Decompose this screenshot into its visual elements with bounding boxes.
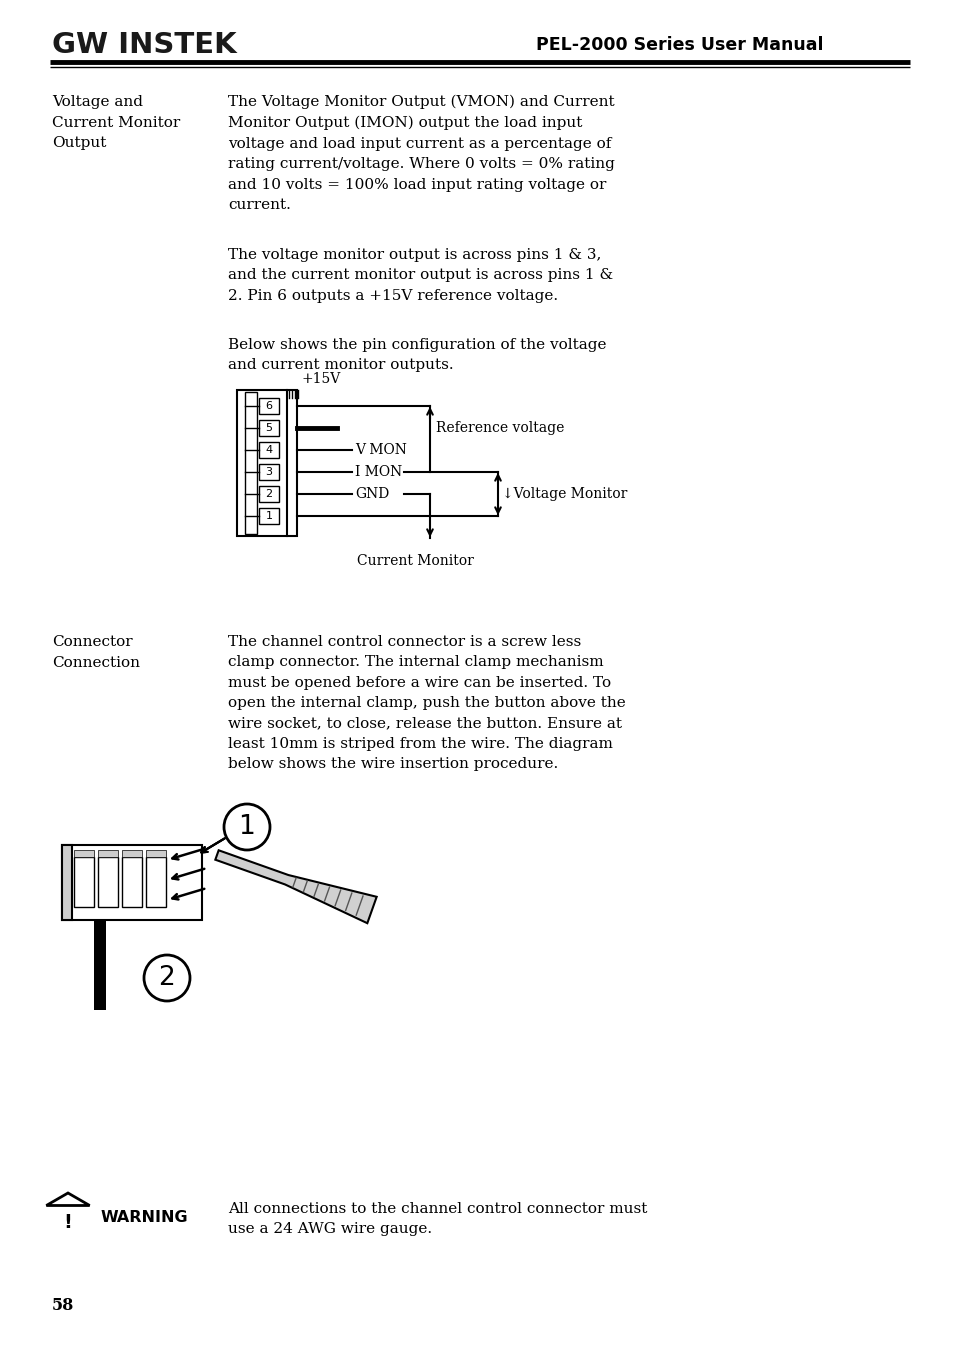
Text: Current Monitor: Current Monitor	[356, 554, 473, 568]
Text: GW INSTEK: GW INSTEK	[52, 31, 236, 59]
Text: 2: 2	[265, 488, 273, 499]
Bar	[146, 857, 166, 907]
Text: The Voltage Monitor Output (VMON) and Current
Monitor Output (IMON) output the l: The Voltage Monitor Output (VMON) and Cu…	[228, 94, 615, 212]
Bar	[258, 420, 278, 436]
Text: 4: 4	[265, 445, 273, 455]
Text: WARNING: WARNING	[101, 1210, 189, 1225]
Text: All connections to the channel control connector must
use a 24 AWG wire gauge.: All connections to the channel control c…	[228, 1202, 647, 1237]
Text: 2: 2	[158, 965, 175, 992]
Polygon shape	[47, 1193, 90, 1206]
Bar	[258, 442, 278, 459]
Text: 3: 3	[265, 467, 273, 478]
Text: I MON: I MON	[355, 465, 402, 479]
Text: The voltage monitor output is across pins 1 & 3,
and the current monitor output : The voltage monitor output is across pin…	[228, 248, 613, 302]
Text: +15V: +15V	[302, 372, 341, 386]
Bar	[98, 850, 118, 857]
Bar	[122, 857, 142, 907]
Bar	[62, 844, 202, 920]
Bar	[236, 390, 296, 536]
Bar	[258, 509, 278, 523]
Text: 5: 5	[265, 424, 273, 433]
Bar	[74, 850, 94, 857]
Text: The channel control connector is a screw less
clamp connector. The internal clam: The channel control connector is a screw…	[228, 635, 625, 772]
Text: 6: 6	[265, 401, 273, 411]
Text: !: !	[64, 1214, 72, 1233]
Bar	[98, 857, 118, 907]
Text: 1: 1	[238, 813, 255, 840]
Polygon shape	[215, 850, 376, 923]
Text: 58: 58	[52, 1296, 74, 1314]
Bar	[258, 398, 278, 414]
Bar	[122, 850, 142, 857]
Bar	[94, 920, 106, 1010]
Text: GND: GND	[355, 487, 389, 500]
Text: Connector
Connection: Connector Connection	[52, 635, 140, 669]
Bar	[74, 857, 94, 907]
Bar	[62, 844, 71, 920]
Bar	[245, 393, 256, 534]
Text: Reference voltage: Reference voltage	[436, 421, 564, 434]
Text: Voltage and
Current Monitor
Output: Voltage and Current Monitor Output	[52, 94, 180, 150]
Text: ↓Voltage Monitor: ↓Voltage Monitor	[501, 487, 627, 500]
Bar	[258, 486, 278, 502]
Bar	[146, 850, 166, 857]
Text: PEL-2000 Series User Manual: PEL-2000 Series User Manual	[536, 36, 822, 54]
Bar	[258, 464, 278, 480]
Text: 1: 1	[265, 511, 273, 521]
Text: V MON: V MON	[355, 442, 406, 457]
Text: Below shows the pin configuration of the voltage
and current monitor outputs.: Below shows the pin configuration of the…	[228, 339, 606, 372]
